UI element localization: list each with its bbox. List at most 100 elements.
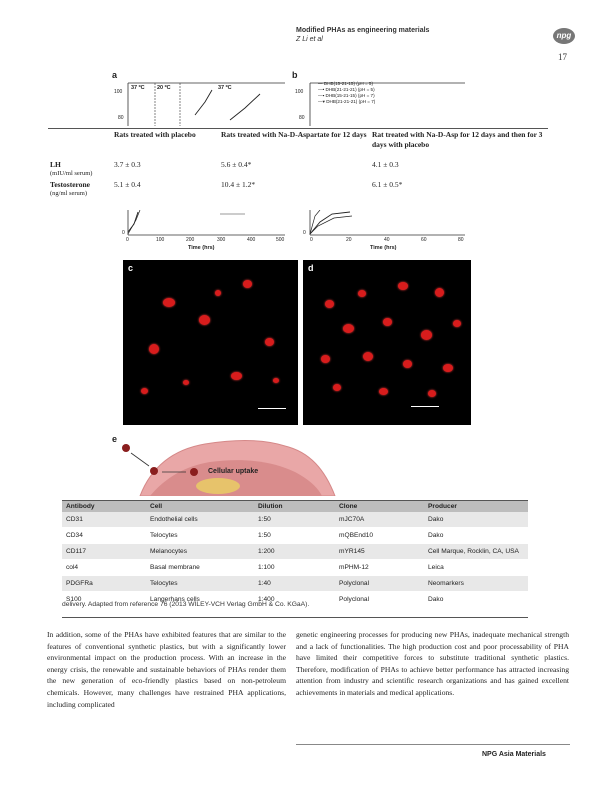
running-title: Modified PHAs as engineering materials — [296, 27, 430, 34]
cell-clone: Polyclonal — [339, 596, 370, 603]
column-header-antibody: Antibody — [66, 503, 95, 510]
row-unit-lh: (mIU/ml serum) — [50, 170, 93, 177]
footer-rule — [296, 744, 570, 745]
cell-dilution: 1:50 — [258, 516, 271, 523]
x-tick: 60 — [421, 237, 427, 243]
x-tick: 80 — [458, 237, 464, 243]
legend-item: — DHB(15-21-15) (pH = 5) — [318, 81, 374, 86]
hormone-table: Rats treated with placebo Rats treated w… — [48, 128, 548, 210]
antibody-table: Antibody Cell Dilution Clone Producer CD… — [62, 500, 528, 618]
panel-a-label: a — [112, 70, 118, 80]
figure-panel-e: e Cellular uptake — [110, 430, 340, 496]
table-bottom-rule — [62, 617, 528, 618]
panel-a-plot-bottom — [127, 210, 285, 236]
table-row: CD34 Telocytes 1:50 mQBEnd10 Dako — [62, 528, 528, 543]
cell-antibody: col4 — [66, 564, 79, 571]
cell-cell-type: Melanocytes — [150, 548, 188, 555]
npg-logo: npg — [553, 28, 575, 44]
panel-a-plot-top — [127, 82, 285, 126]
cell-dilution: 1:400 — [258, 596, 275, 603]
column-header-dilution: Dilution — [258, 503, 283, 510]
table-row: col4 Basal membrane 1:100 mPHM-12 Leica — [62, 560, 528, 575]
x-tick: 200 — [186, 237, 195, 243]
cell-antibody: S100 — [66, 596, 82, 603]
running-authors: Z Li et al — [296, 36, 323, 43]
cell-producer: Neomarkers — [428, 580, 464, 587]
column-header-producer: Producer — [428, 503, 457, 510]
cell-testosterone-withdrawal: 6.1 ± 0.5* — [372, 180, 403, 189]
x-tick: 100 — [156, 237, 165, 243]
panel-b-label: b — [292, 70, 298, 80]
panel-c-label: c — [128, 263, 134, 273]
body-text-right: genetic engineering processes for produc… — [296, 630, 569, 697]
column-header-withdrawal: Rat treated with Na-D-Asp for 12 days an… — [372, 130, 543, 149]
x-tick: 500 — [276, 237, 285, 243]
row-label-testosterone: Testosterone — [50, 180, 90, 189]
cell-cell-type: Basal membrane — [150, 564, 200, 571]
table-row: PDGFRa Telocytes 1:40 Polyclonal Neomark… — [62, 576, 528, 591]
table-row: CD31 Endothelial cells 1:50 mJC70A Dako — [62, 512, 528, 527]
panel-a-zero: 0 — [122, 230, 125, 236]
x-tick: 40 — [384, 237, 390, 243]
cell-producer: Leica — [428, 564, 444, 571]
page-number: 17 — [558, 52, 567, 62]
panel-e-label: e — [112, 434, 118, 444]
legend-item: —• DHB(21-21-21) (pH = 5) — [318, 87, 375, 92]
cell-producer: Dako — [428, 532, 444, 539]
cell-clone: mPHM-12 — [339, 564, 369, 571]
panel-a-temp-3: 37 ºC — [218, 85, 232, 91]
cellular-uptake-label: Cellular uptake — [208, 468, 259, 475]
cell-producer: Dako — [428, 596, 444, 603]
cell-testosterone-placebo: 5.1 ± 0.4 — [114, 180, 141, 189]
panel-a-xlabel: Time (hrs) — [188, 245, 215, 251]
x-tick: 0 — [126, 237, 129, 243]
panel-a-temp-2: 20 ºC — [157, 85, 171, 91]
cell-cell-type: Langerhans cells — [150, 596, 200, 603]
cell-dilution: 1:100 — [258, 564, 275, 571]
cell-cell-type: Telocytes — [150, 580, 178, 587]
panel-b-ytick-80: 80 — [299, 115, 305, 121]
x-tick: 400 — [247, 237, 256, 243]
panel-b-ytick-100: 100 — [295, 89, 304, 95]
cell-clone: mQBEnd10 — [339, 532, 374, 539]
panel-d-label: d — [308, 263, 314, 273]
figure-panel-a: a 37 ºC 20 ºC 37 ºC 100 80 — [110, 70, 285, 126]
column-header-placebo: Rats treated with placebo — [114, 130, 196, 139]
cell-antibody: CD117 — [66, 548, 87, 555]
cell-producer: Dako — [428, 516, 444, 523]
figure-panel-d: d — [303, 260, 471, 425]
cell-dilution: 1:200 — [258, 548, 275, 555]
cell-dilution: 1:50 — [258, 532, 271, 539]
body-text-left: In addition, some of the PHAs have exhib… — [47, 630, 286, 709]
cell-lh-withdrawal: 4.1 ± 0.3 — [372, 160, 399, 169]
cell-lh-placebo: 3.7 ± 0.3 — [114, 160, 141, 169]
figure-caption: delivery. Adapted from reference 76 (201… — [62, 601, 310, 608]
cell-clone: Polyclonal — [339, 580, 370, 587]
legend-item: —▪ DHB(15-21-15) (pH = 7) — [318, 93, 375, 98]
figure-panel-b: b 100 80 — DHB(15-21-15) (pH = 5) —• DHB… — [290, 70, 465, 126]
x-tick: 20 — [346, 237, 352, 243]
table-row: S100 Langerhans cells 1:400 Polyclonal D… — [62, 592, 528, 616]
cell-cell-type: Telocytes — [150, 532, 178, 539]
panel-b-zero: 0 — [303, 230, 306, 236]
row-label-lh: LH — [50, 160, 61, 169]
figure-panel-c: c — [123, 260, 298, 425]
cell-clone: mYR145 — [339, 548, 365, 555]
journal-footer: NPG Asia Materials — [482, 751, 546, 758]
panel-a-ytick-100: 100 — [114, 89, 123, 95]
cell-clone: mJC70A — [339, 516, 365, 523]
cell-cell-type: Endothelial cells — [150, 516, 198, 523]
panel-a-ytick-80: 80 — [118, 115, 124, 121]
cell-lh-aspartate: 5.6 ± 0.4* — [221, 160, 252, 169]
column-header-aspartate: Rats treated with Na-D-Aspartate for 12 … — [221, 130, 367, 139]
x-tick: 300 — [217, 237, 226, 243]
cell-antibody: PDGFRa — [66, 580, 93, 587]
legend-item: —▾ DHB(21-21-21) (pH = 7) — [318, 99, 376, 104]
column-header-cell: Cell — [150, 503, 163, 510]
row-unit-testosterone: (ng/ml serum) — [50, 190, 88, 197]
cell-uptake-illustration — [122, 440, 336, 496]
column-header-clone: Clone — [339, 503, 358, 510]
x-tick: 0 — [310, 237, 313, 243]
panel-b-xlabel: Time (hrs) — [370, 245, 397, 251]
panel-a-temp-1: 37 ºC — [131, 85, 145, 91]
